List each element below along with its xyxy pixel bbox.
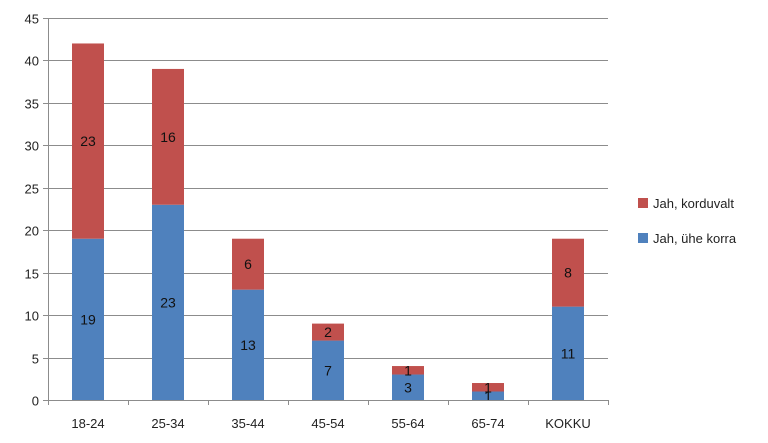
x-tick-label: KOKKU bbox=[545, 416, 591, 431]
y-tick-label: 45 bbox=[25, 12, 39, 27]
bar-25-34-series-1 bbox=[152, 204, 184, 400]
bar-45-54-series-2 bbox=[312, 323, 344, 341]
data-label: 3 bbox=[404, 379, 412, 395]
bar-55-64-series-1 bbox=[392, 374, 424, 400]
y-tick-label: 15 bbox=[25, 267, 39, 282]
y-axis: 0 5 10 15 20 25 30 35 40 45 bbox=[25, 12, 49, 409]
data-label: 11 bbox=[561, 345, 576, 361]
legend: Jah, korduvalt Jah, ühe korra bbox=[638, 196, 737, 246]
data-label: 16 bbox=[160, 129, 176, 145]
y-tick-label: 0 bbox=[32, 394, 39, 409]
data-label: 23 bbox=[80, 133, 96, 149]
bar-55-64-series-2 bbox=[392, 366, 424, 375]
y-tick-label: 25 bbox=[25, 182, 39, 197]
legend-swatch-series-1 bbox=[638, 233, 648, 243]
y-tick-label: 30 bbox=[25, 139, 39, 154]
y-tick-label: 5 bbox=[32, 352, 39, 367]
data-label: 7 bbox=[324, 362, 332, 378]
data-label: 1 bbox=[484, 388, 492, 404]
data-label: 19 bbox=[80, 311, 96, 327]
bar-45-54-series-1 bbox=[312, 340, 344, 400]
x-tick-label: 65-74 bbox=[471, 416, 504, 431]
data-label: 13 bbox=[240, 337, 256, 353]
bar-18-24-series-2 bbox=[72, 43, 104, 239]
legend-label-series-1: Jah, ühe korra bbox=[653, 231, 737, 246]
data-label: 1 bbox=[404, 362, 412, 378]
x-tick-label: 35-44 bbox=[231, 416, 264, 431]
bar-65-74-series-1 bbox=[472, 391, 504, 400]
y-tick-label: 10 bbox=[25, 309, 39, 324]
y-tick-label: 40 bbox=[25, 54, 39, 69]
data-label: 2 bbox=[324, 324, 332, 340]
legend-swatch-series-2 bbox=[638, 198, 648, 208]
x-tick-label: 25-34 bbox=[151, 416, 184, 431]
bar-35-44-series-2 bbox=[232, 238, 264, 290]
bar-KOKKU-series-1 bbox=[552, 306, 584, 400]
y-tick-label: 35 bbox=[25, 97, 39, 112]
data-label: 8 bbox=[564, 265, 572, 281]
x-tick-label: 18-24 bbox=[71, 416, 104, 431]
bar-65-74-series-2 bbox=[472, 383, 504, 392]
gridlines bbox=[48, 18, 608, 359]
bar-35-44-series-1 bbox=[232, 289, 264, 400]
data-label: 23 bbox=[160, 294, 176, 310]
legend-label-series-2: Jah, korduvalt bbox=[653, 196, 734, 211]
x-tick-label: 45-54 bbox=[311, 416, 344, 431]
x-tick-label: 55-64 bbox=[391, 416, 424, 431]
data-label: 1 bbox=[484, 379, 492, 395]
y-tick-label: 20 bbox=[25, 224, 39, 239]
x-axis: 18-24 25-34 35-44 45-54 55-64 65-74 KOKKU bbox=[48, 400, 609, 431]
bar-18-24-series-1 bbox=[72, 238, 104, 400]
bar-25-34-series-2 bbox=[152, 68, 184, 205]
bar-KOKKU-series-2 bbox=[552, 238, 584, 307]
data-label: 6 bbox=[244, 256, 252, 272]
